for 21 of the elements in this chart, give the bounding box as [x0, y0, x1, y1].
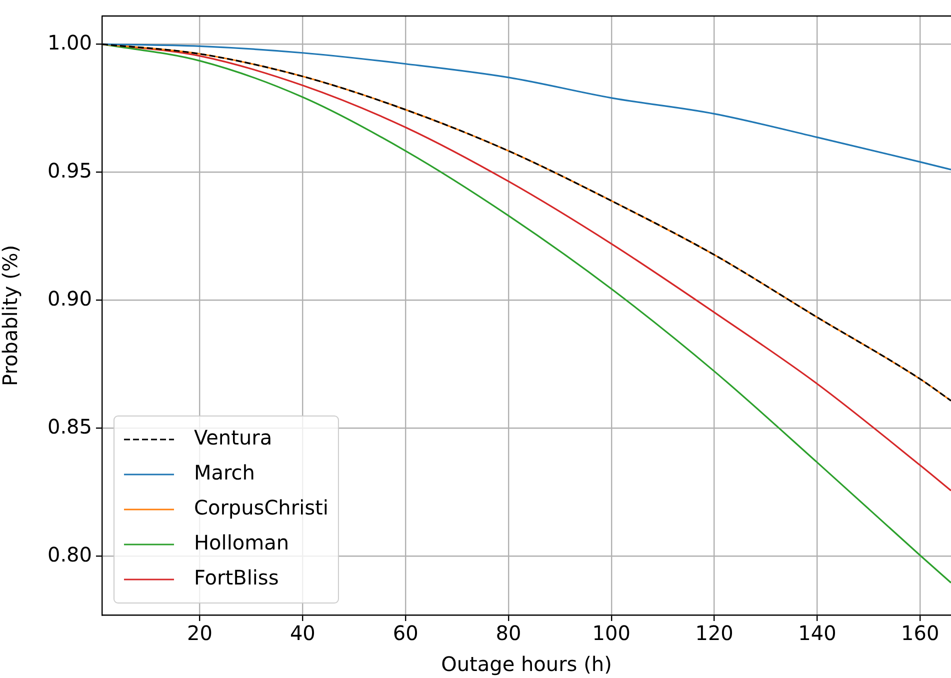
x-tick-label: 100	[592, 621, 630, 646]
x-tick-label: 140	[798, 621, 836, 646]
x-tick-label: 160	[901, 621, 940, 646]
x-tick-label: 60	[392, 621, 418, 646]
legend-label: Ventura	[194, 426, 272, 450]
y-tick-label: 1.00	[47, 30, 92, 54]
y-tick-label: 0.95	[47, 158, 92, 182]
x-axis-title: Outage hours (h)	[441, 652, 612, 676]
line-series	[102, 43, 951, 584]
y-tick-label: 0.85	[47, 414, 92, 438]
x-tick-label: 20	[187, 621, 212, 646]
x-tick-label: 80	[496, 621, 522, 646]
legend-label: CorpusChristi	[194, 496, 328, 520]
x-tick-label: 40	[290, 621, 316, 646]
legend-label: FortBliss	[194, 566, 279, 590]
legend-label: Holloman	[194, 530, 290, 555]
y-axis-title: Probablity (%)	[0, 244, 22, 386]
y-tick-label: 0.90	[47, 286, 92, 310]
x-tick-label: 120	[695, 621, 734, 646]
legend-label: March	[194, 460, 255, 485]
y-tick-label: 0.80	[47, 542, 92, 566]
